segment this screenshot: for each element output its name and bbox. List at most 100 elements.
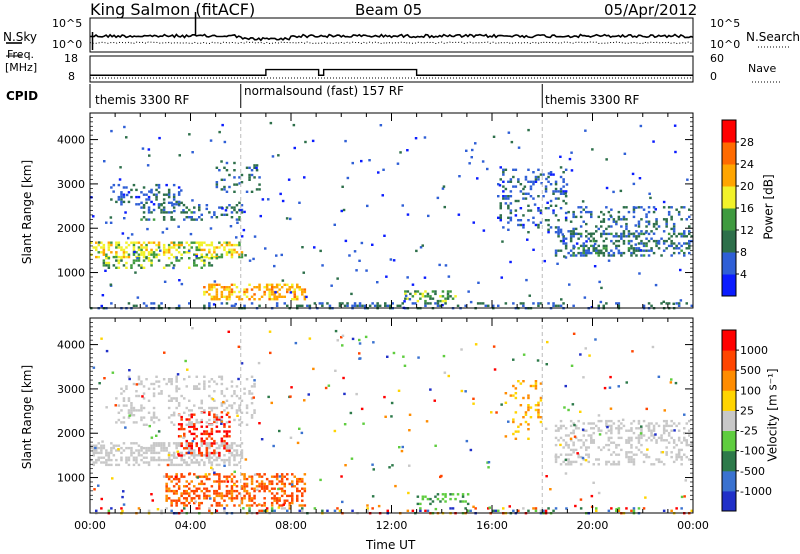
range-gate-cell bbox=[557, 197, 560, 200]
range-gate-cell bbox=[180, 257, 183, 260]
range-gate-cell bbox=[434, 495, 437, 498]
range-gate-cell bbox=[615, 244, 618, 248]
range-gate-cell bbox=[579, 232, 583, 236]
range-gate-cell bbox=[167, 243, 171, 247]
range-gate-cell bbox=[386, 304, 390, 307]
range-gate-cell bbox=[288, 288, 292, 291]
range-gate-cell bbox=[119, 166, 122, 169]
range-gate-cell bbox=[107, 243, 111, 247]
range-gate-cell bbox=[172, 492, 176, 495]
range-gate-cell bbox=[650, 431, 653, 435]
range-gate-cell bbox=[647, 239, 651, 243]
range-gate-cell bbox=[595, 249, 598, 252]
range-gate-cell bbox=[336, 339, 340, 342]
range-gate-cell bbox=[100, 497, 104, 501]
range-gate-cell bbox=[582, 441, 586, 444]
range-gate-cell bbox=[627, 460, 631, 464]
range-gate-cell bbox=[376, 281, 379, 284]
range-gate-cell bbox=[562, 239, 565, 243]
range-gate-cell bbox=[147, 411, 151, 414]
range-gate-cell bbox=[195, 253, 199, 256]
range-gate-cell bbox=[569, 254, 573, 257]
range-gate-cell bbox=[268, 298, 271, 301]
range-gate-cell bbox=[175, 473, 178, 476]
range-gate-cell bbox=[210, 243, 214, 247]
range-gate-cell bbox=[539, 420, 543, 424]
range-gate-cell bbox=[517, 223, 520, 227]
range-gate-cell bbox=[351, 337, 355, 341]
range-gate-cell bbox=[155, 380, 158, 383]
range-gate-cell bbox=[225, 435, 229, 438]
range-gate-cell bbox=[605, 232, 608, 236]
range-gate-cell bbox=[243, 473, 246, 476]
range-gate-cell bbox=[670, 419, 673, 423]
range-gate-cell bbox=[592, 237, 596, 240]
range-gate-cell bbox=[205, 497, 209, 500]
range-gate-cell bbox=[680, 244, 683, 248]
range-gate-cell bbox=[255, 480, 259, 483]
range-gate-cell bbox=[213, 286, 216, 289]
range-gate-cell bbox=[368, 304, 372, 307]
range-gate-cell bbox=[662, 439, 666, 442]
range-gate-cell bbox=[423, 136, 427, 139]
range-gate-cell bbox=[150, 436, 154, 439]
range-gate-cell bbox=[540, 182, 543, 185]
range-gate-cell bbox=[610, 427, 613, 430]
range-gate-cell bbox=[647, 206, 651, 209]
range-gate-cell bbox=[572, 251, 575, 255]
range-gate-cell bbox=[512, 394, 515, 397]
range-gate-cell bbox=[283, 492, 287, 495]
range-gate-cell bbox=[289, 217, 292, 221]
range-gate-cell bbox=[680, 463, 683, 466]
range-gate-cell bbox=[642, 460, 646, 464]
range-gate-cell bbox=[137, 409, 141, 412]
range-gate-cell bbox=[358, 352, 361, 355]
range-gate-cell bbox=[233, 208, 236, 212]
velocity-colorbar-swatch bbox=[722, 490, 736, 512]
range-gate-cell bbox=[280, 507, 284, 510]
range-gate-cell bbox=[100, 446, 103, 450]
range-gate-cell bbox=[95, 241, 98, 244]
range-gate-cell bbox=[384, 304, 387, 307]
range-gate-cell bbox=[577, 455, 580, 459]
range-gate-cell bbox=[238, 201, 241, 204]
range-gate-cell bbox=[157, 444, 161, 447]
range-gate-cell bbox=[145, 451, 148, 455]
range-gate-cell bbox=[248, 494, 251, 498]
range-gate-cell bbox=[569, 431, 573, 435]
range-gate-cell bbox=[372, 468, 376, 471]
range-gate-cell bbox=[250, 487, 254, 490]
range-gate-cell bbox=[200, 454, 204, 457]
range-gate-cell bbox=[205, 421, 209, 424]
range-gate-cell bbox=[213, 406, 216, 410]
range-gate-cell bbox=[183, 251, 186, 254]
range-gate-cell bbox=[228, 241, 231, 244]
range-gate-cell bbox=[539, 396, 543, 400]
range-gate-cell bbox=[185, 499, 189, 502]
range-gate-cell bbox=[419, 292, 422, 296]
range-gate-cell bbox=[218, 416, 221, 419]
range-gate-cell bbox=[344, 239, 348, 243]
range-gate-cell bbox=[519, 404, 523, 407]
range-gate-cell bbox=[213, 454, 216, 457]
range-gate-cell bbox=[92, 451, 96, 455]
range-gate-cell bbox=[534, 180, 538, 183]
range-gate-cell bbox=[625, 439, 628, 442]
range-gate-cell bbox=[120, 451, 123, 455]
range-gate-cell bbox=[258, 286, 261, 289]
range-gate-cell bbox=[117, 255, 121, 259]
range-gate-cell bbox=[683, 427, 686, 430]
range-gate-cell bbox=[209, 497, 212, 500]
range-gate-cell bbox=[230, 253, 234, 256]
range-gate-cell bbox=[175, 387, 178, 390]
range-gate-cell bbox=[177, 427, 181, 431]
range-gate-cell bbox=[198, 504, 201, 507]
range-gate-cell bbox=[195, 264, 199, 267]
range-gate-cell bbox=[290, 386, 293, 389]
range-gate-cell bbox=[554, 507, 558, 510]
range-gate-cell bbox=[587, 446, 591, 449]
range-gate-cell bbox=[639, 124, 643, 128]
range-gate-cell bbox=[160, 390, 163, 393]
range-gate-cell bbox=[223, 464, 226, 467]
range-gate-cell bbox=[632, 210, 636, 214]
